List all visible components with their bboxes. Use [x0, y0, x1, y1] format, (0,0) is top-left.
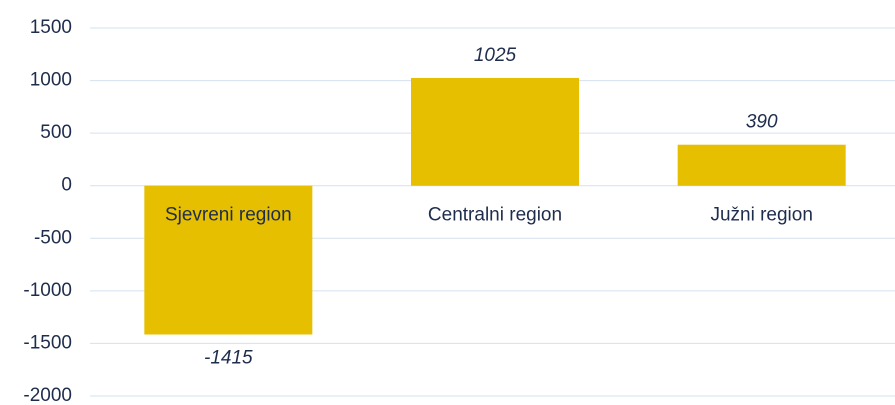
bar — [677, 144, 846, 186]
x-tick-label: Južni region — [710, 205, 812, 226]
bar — [411, 77, 579, 186]
y-tick-label: -1500 — [23, 332, 72, 353]
y-tick-label: 1000 — [30, 70, 72, 91]
y-tick-label: -2000 — [23, 385, 72, 405]
data-label: 1025 — [474, 45, 517, 66]
x-tick-label: Centralni region — [428, 205, 562, 226]
x-tick-label: Sjevreni region — [165, 205, 292, 226]
y-tick-label: -500 — [34, 227, 72, 248]
y-tick-label: -1000 — [23, 280, 72, 301]
data-label: 390 — [746, 112, 778, 133]
y-tick-label: 500 — [40, 122, 72, 143]
bar — [144, 185, 313, 335]
y-tick-label: 0 — [61, 175, 72, 196]
data-label: -1415 — [204, 348, 253, 369]
y-tick-label: 1500 — [30, 17, 72, 38]
